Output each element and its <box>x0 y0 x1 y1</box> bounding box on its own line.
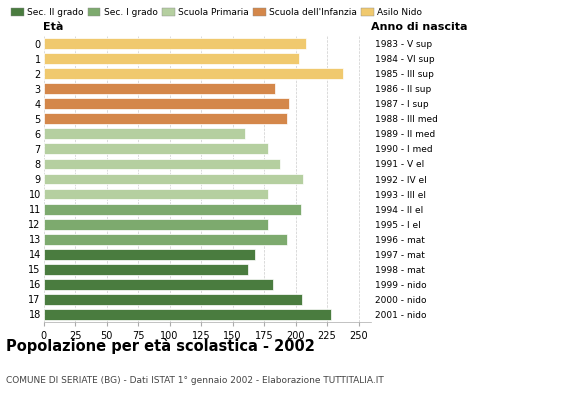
Bar <box>44 309 331 320</box>
Bar <box>44 158 281 169</box>
Bar <box>44 144 268 154</box>
Bar <box>44 219 268 230</box>
Bar <box>44 38 306 49</box>
Bar <box>44 53 299 64</box>
Text: Anno di nascita: Anno di nascita <box>371 22 467 32</box>
Text: Età: Età <box>44 22 64 32</box>
Bar <box>44 204 300 214</box>
Legend: Sec. II grado, Sec. I grado, Scuola Primaria, Scuola dell'Infanzia, Asilo Nido: Sec. II grado, Sec. I grado, Scuola Prim… <box>8 4 426 21</box>
Bar <box>44 279 273 290</box>
Bar <box>44 128 245 139</box>
Bar <box>44 249 255 260</box>
Bar <box>44 98 289 109</box>
Bar <box>44 174 303 184</box>
Bar <box>44 264 248 275</box>
Bar <box>44 294 302 305</box>
Text: Popolazione per età scolastica - 2002: Popolazione per età scolastica - 2002 <box>6 338 315 354</box>
Text: COMUNE DI SERIATE (BG) - Dati ISTAT 1° gennaio 2002 - Elaborazione TUTTITALIA.IT: COMUNE DI SERIATE (BG) - Dati ISTAT 1° g… <box>6 376 383 385</box>
Bar <box>44 68 343 79</box>
Bar <box>44 234 287 245</box>
Bar <box>44 83 276 94</box>
Bar <box>44 113 287 124</box>
Bar <box>44 189 268 200</box>
